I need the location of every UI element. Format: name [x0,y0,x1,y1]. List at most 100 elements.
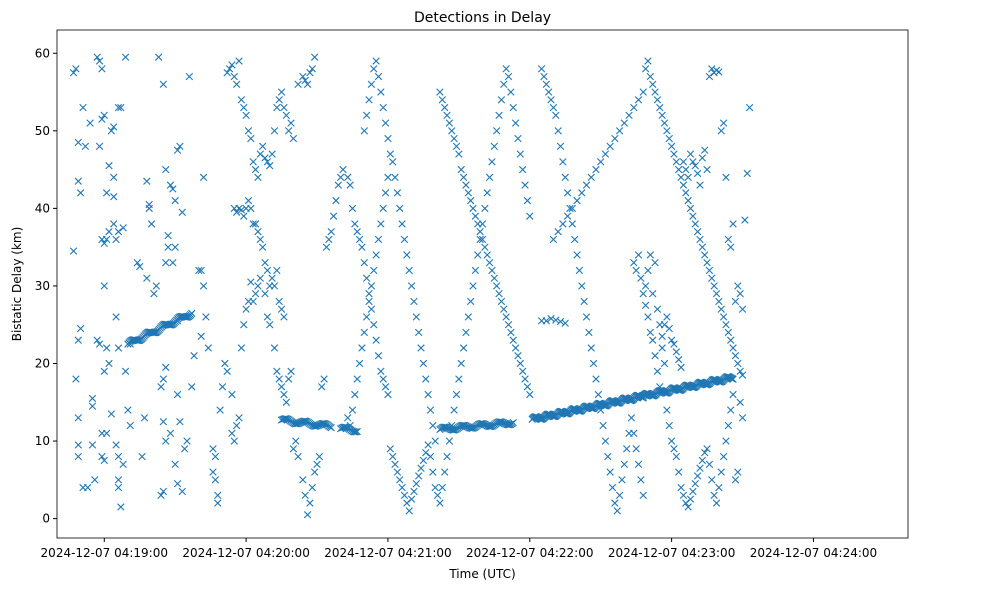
data-point [691,480,699,488]
data-point [734,468,742,476]
data-point [630,258,638,267]
data-point [258,142,267,151]
data-point [188,383,196,391]
data-point [329,212,338,220]
data-point [114,483,123,492]
data-point [705,460,714,469]
data-point [457,359,465,368]
data-point [634,251,643,259]
data-point [263,266,272,275]
data-point [74,441,82,449]
data-point [93,336,101,344]
data-point [242,305,250,313]
data-point [256,274,264,282]
data-point [235,414,243,422]
data-point [509,103,517,112]
data-point [287,119,295,127]
data-point [280,390,288,399]
data-point [488,158,496,166]
data-point [549,103,558,112]
data-point [164,231,172,240]
data-point [74,414,82,422]
data-point [559,220,567,228]
data-point [228,429,236,437]
data-point [653,367,662,375]
track-point [149,328,157,337]
track-point [188,309,196,318]
data-point [431,437,439,445]
data-point [93,53,101,61]
data-point [322,243,331,251]
track-point [350,428,359,436]
data-point [124,406,132,414]
data-point [277,88,286,96]
data-point [492,282,501,290]
data-point [74,452,82,461]
data-point [393,468,402,476]
data-point [634,96,643,104]
data-point [500,305,508,313]
data-point [568,204,577,213]
data-point [110,193,118,201]
data-point [391,173,399,182]
data-point [282,398,290,406]
data-point [736,367,744,375]
data-point [318,383,326,391]
data-point [95,57,104,65]
data-point [632,445,640,453]
data-point [653,305,662,313]
data-point [140,414,149,422]
data-point [592,375,600,383]
data-point [497,297,506,306]
data-point [440,468,449,476]
data-point [237,344,246,352]
data-point [351,390,359,399]
data-point [615,127,624,135]
data-point [424,390,432,399]
data-point [173,146,182,154]
data-point [481,243,489,251]
data-point [405,507,413,515]
data-point [98,115,106,123]
data-point [280,103,288,112]
data-point [734,282,742,290]
data-point [443,111,451,120]
data-point [310,53,319,61]
data-point [554,227,562,236]
data-point [173,390,182,399]
data-point [362,111,371,120]
data-point [741,216,749,224]
data-point [417,344,425,352]
data-point [729,344,737,352]
data-point [637,274,645,282]
data-point [159,487,168,496]
data-point [611,134,619,143]
data-point [270,344,279,352]
data-point [455,375,463,383]
data-point [136,262,144,271]
data-point [280,313,288,321]
data-point [176,417,184,426]
data-point [334,181,342,189]
data-point [254,282,262,290]
detections-series [69,53,754,519]
data-point [542,80,551,88]
data-point [625,111,633,120]
track-point [342,423,350,431]
data-point [724,235,733,244]
data-point [157,383,165,391]
track-point [165,321,173,329]
data-point [230,72,238,81]
data-point [459,344,468,352]
data-point [641,65,650,73]
data-point [412,313,421,321]
data-point [249,220,257,228]
data-point [639,88,647,96]
data-point [552,316,560,324]
data-point [500,80,508,88]
x-tick-label: 2024-12-07 04:20:00 [182,546,309,560]
y-axis: 0 10 20 30 40 50 60 [35,46,57,526]
data-point [549,235,558,244]
data-point [370,321,378,329]
data-point [582,313,591,321]
